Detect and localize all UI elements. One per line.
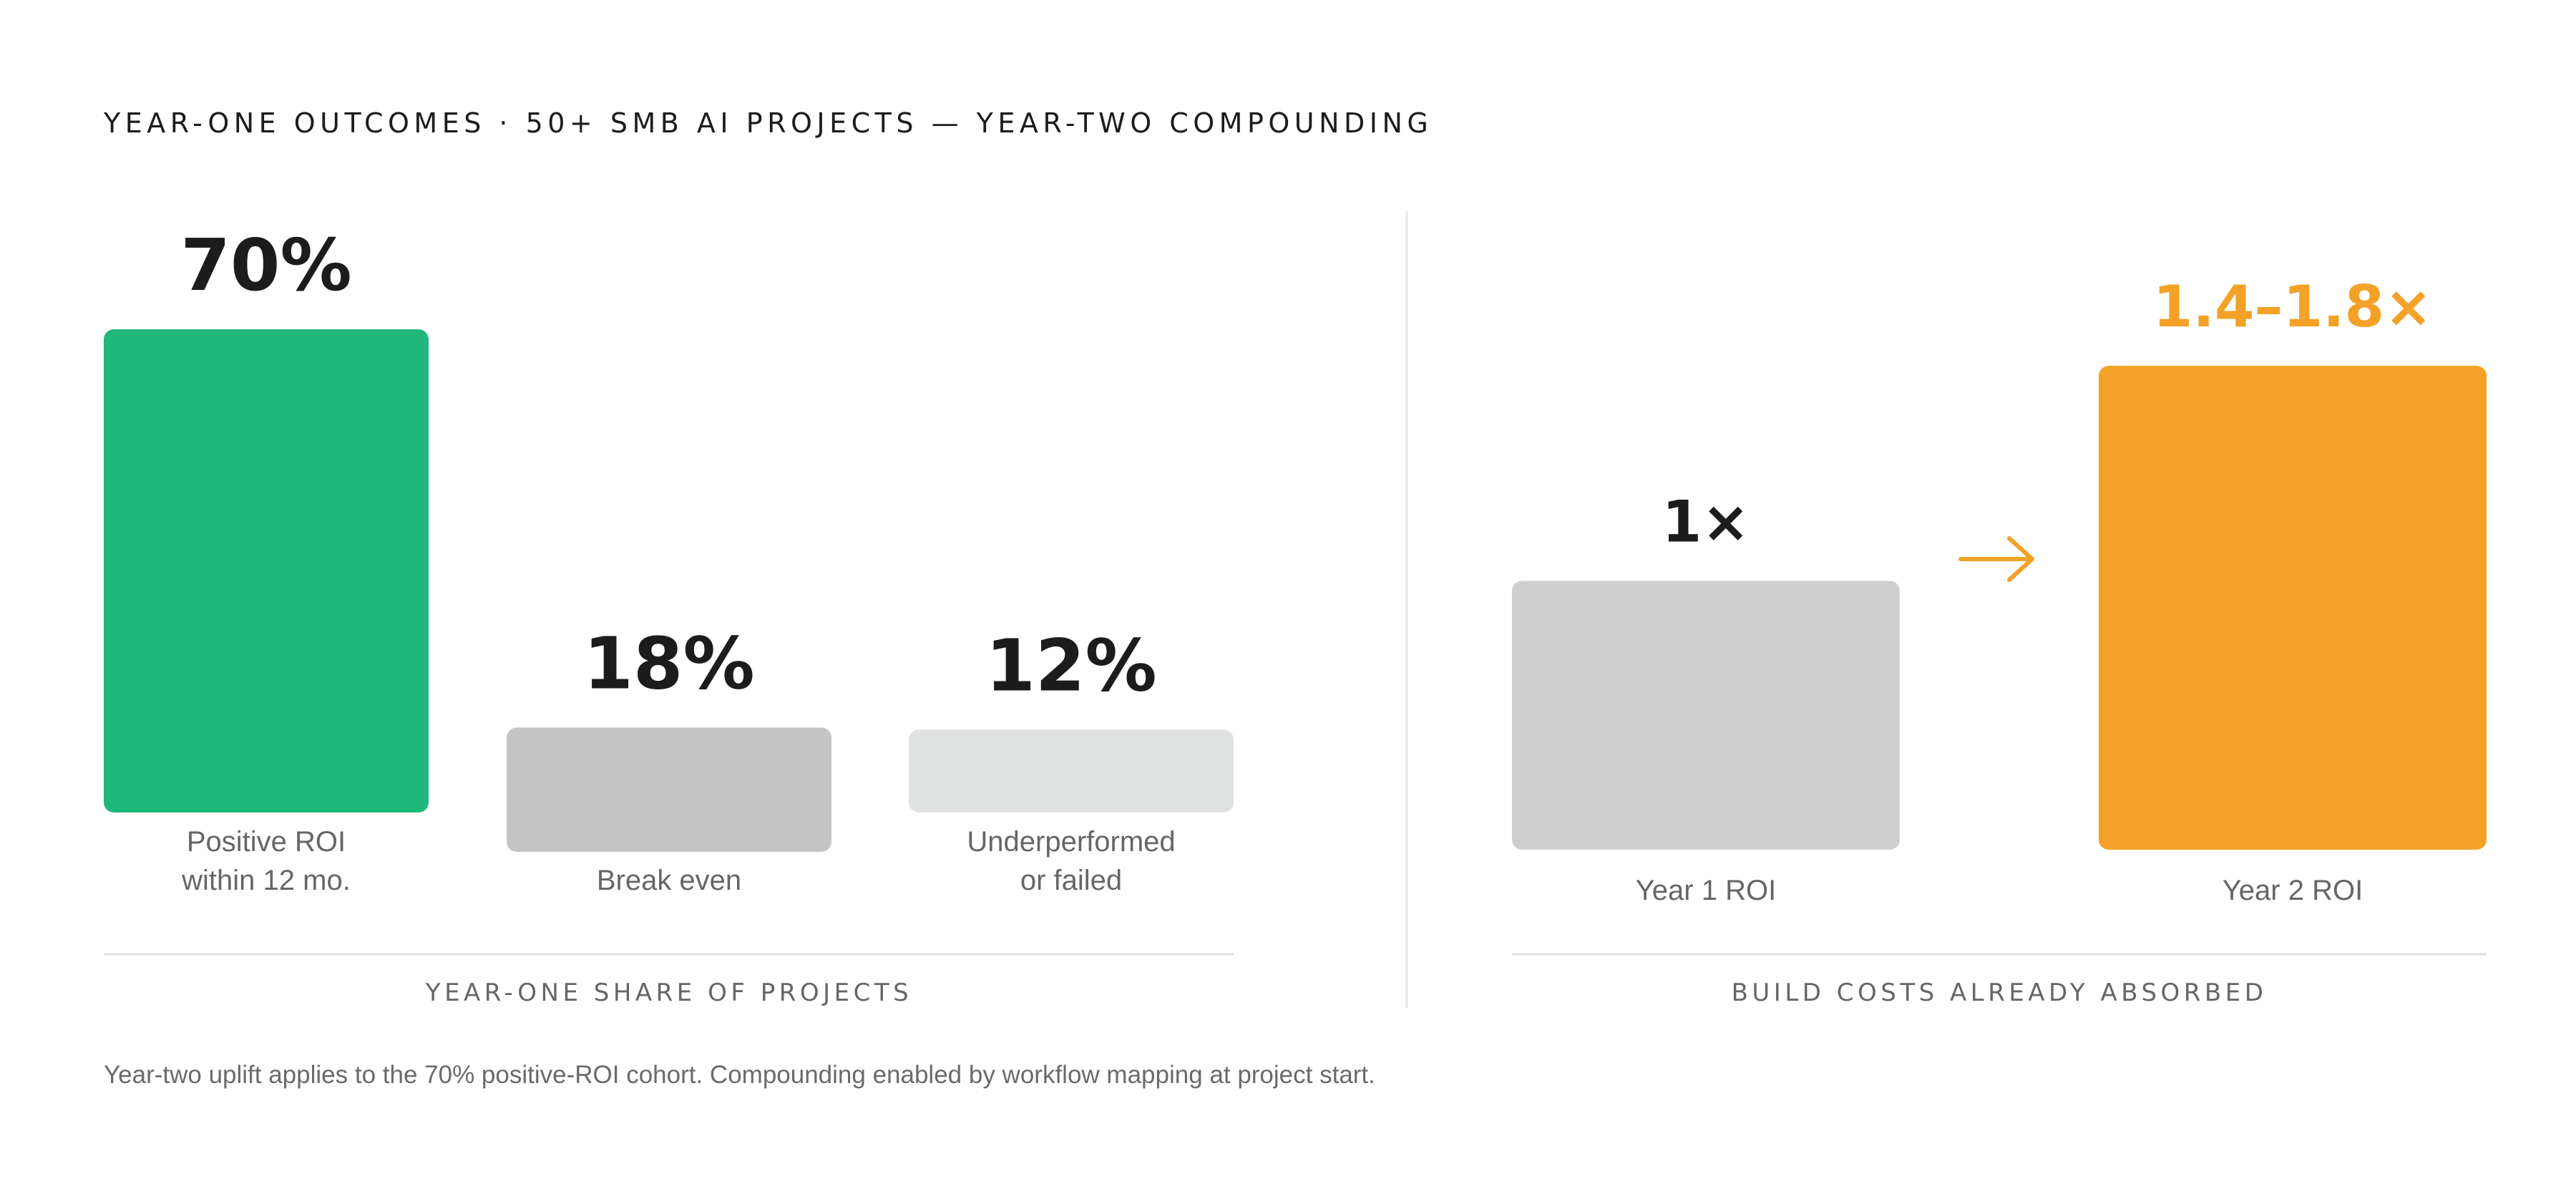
category-label: Underperformed (967, 826, 1175, 858)
data-label: 70% (180, 223, 351, 307)
category-label: Year 1 ROI (1636, 875, 1776, 906)
category-label: or failed (1020, 865, 1122, 896)
data-label: 1.4–1.8× (2153, 273, 2432, 340)
year-two-chart: 1× Year 1 ROI 1.4–1.8× Year 2 ROI BUILD COST… (1512, 273, 2487, 1007)
footnote: Year-two uplift applies to the 70% posit… (104, 1061, 1375, 1089)
category-label: Positive ROI (187, 826, 346, 858)
axis-label: BUILD COSTS ALREADY ABSORBED (1732, 979, 2268, 1007)
category-label: within 12 mo. (181, 865, 351, 896)
bar-year-2-roi (2099, 366, 2487, 850)
data-label: 1× (1662, 488, 1750, 555)
page-title: YEAR-ONE OUTCOMES · 50+ SMB AI PROJECTS … (104, 107, 1433, 139)
category-label: Year 2 ROI (2223, 875, 2363, 906)
arrow-head (2007, 536, 2034, 582)
data-label: 12% (985, 623, 1156, 707)
data-label: 18% (583, 621, 754, 705)
bar-underperformed (909, 729, 1234, 812)
bar-break-even (507, 727, 831, 852)
category-label: Break even (597, 865, 741, 896)
bar-year-1-roi (1512, 581, 1900, 850)
axis-label: YEAR-ONE SHARE OF PROJECTS (425, 979, 912, 1007)
bar-positive-roi (104, 329, 429, 812)
arrow-right-icon (1958, 536, 2034, 582)
year-one-chart: 70% Positive ROI within 12 mo. 18% Break eve… (104, 223, 1234, 1007)
